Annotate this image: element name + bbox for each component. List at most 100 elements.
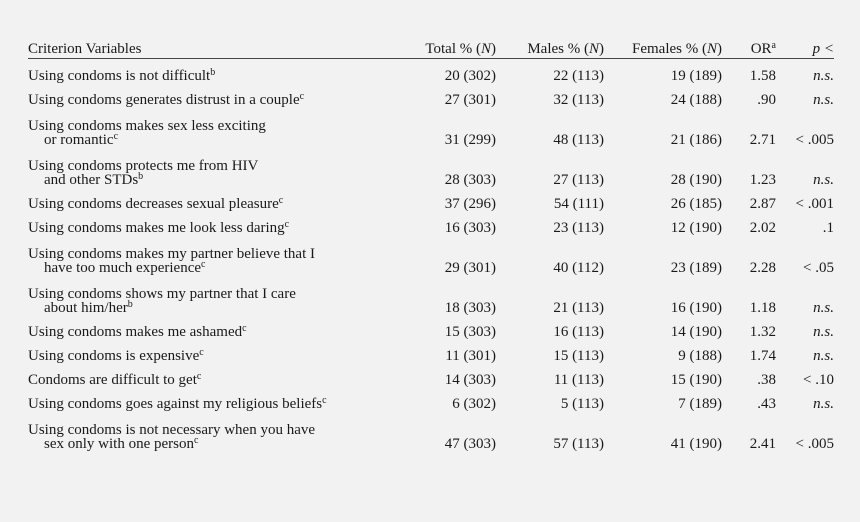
- females-cell: 9 (188): [678, 348, 722, 364]
- total-cell: 27 (301): [444, 92, 496, 108]
- criterion-line-1: Using condoms is not difficultb: [28, 67, 216, 84]
- males-cell: 21 (113): [553, 300, 604, 316]
- males-cell: 32 (113): [553, 92, 604, 108]
- or-cell: .38: [757, 372, 776, 388]
- females-cell: 7 (189): [678, 396, 722, 412]
- p-cell: n.s.: [813, 324, 834, 340]
- criterion-cell: Using condoms generates distrust in a co…: [28, 83, 406, 108]
- p-cell: n.s.: [813, 396, 834, 412]
- total-cell: 28 (303): [444, 172, 496, 188]
- header-females: Females % (N): [604, 38, 722, 59]
- criterion-line-2: and other STDsb: [44, 171, 144, 188]
- or-cell: .43: [757, 396, 776, 412]
- females-cell: 21 (186): [670, 132, 722, 148]
- criterion-line-1: Using condoms protects me from HIV: [28, 158, 259, 174]
- footnote-marker: b: [138, 171, 144, 182]
- total-cell: 37 (296): [444, 196, 496, 212]
- table-row: Using condoms is not necessary when you …: [28, 411, 834, 452]
- females-cell: 16 (190): [670, 300, 722, 316]
- or-cell: 1.18: [749, 300, 776, 316]
- header-criterion: Criterion Variables: [28, 38, 406, 59]
- males-cell: 22 (113): [553, 68, 604, 84]
- criterion-cell: Using condoms makes me look less daringc: [28, 211, 406, 236]
- females-cell: 23 (189): [670, 260, 722, 276]
- header-or: ORa: [722, 38, 776, 59]
- males-cell: 16 (113): [553, 324, 604, 340]
- females-cell: 12 (190): [670, 220, 722, 236]
- females-cell: 19 (189): [670, 68, 722, 84]
- p-cell: < .05: [803, 260, 834, 276]
- footnote-marker: c: [113, 131, 119, 142]
- criterion-line-2: sex only with one personc: [44, 435, 199, 452]
- females-cell: 14 (190): [670, 324, 722, 340]
- males-cell: 57 (113): [553, 436, 604, 452]
- total-cell: 20 (302): [444, 68, 496, 84]
- total-cell: 18 (303): [444, 300, 496, 316]
- total-cell: 15 (303): [444, 324, 496, 340]
- females-cell: 24 (188): [670, 92, 722, 108]
- total-cell: 31 (299): [444, 132, 496, 148]
- or-cell: 1.74: [749, 348, 776, 364]
- table-row: Using condoms makes me look less daringc…: [28, 211, 834, 236]
- p-cell: .1: [822, 220, 834, 236]
- p-cell: n.s.: [813, 68, 834, 84]
- criterion-line-1: Using condoms goes against my religious …: [28, 395, 327, 412]
- criterion-line-1: Using condoms is not necessary when you …: [28, 422, 316, 438]
- criterion-line-1: Using condoms generates distrust in a co…: [28, 91, 305, 108]
- males-cell: 48 (113): [553, 132, 604, 148]
- criterion-cell: Using condoms shows my partner that I ca…: [28, 275, 406, 316]
- females-cell: 15 (190): [670, 372, 722, 388]
- or-cell: 2.87: [749, 196, 776, 212]
- p-cell: n.s.: [813, 172, 834, 188]
- or-cell: 2.41: [749, 436, 776, 452]
- footnote-marker: c: [299, 91, 305, 102]
- p-cell: < .10: [803, 372, 834, 388]
- p-cell: n.s.: [813, 348, 834, 364]
- males-cell: 23 (113): [553, 220, 604, 236]
- footnote-marker: b: [127, 299, 133, 310]
- criterion-cell: Using condoms is expensivec: [28, 339, 406, 364]
- p-cell: < .001: [795, 196, 834, 212]
- header-p: p <: [776, 38, 834, 59]
- table-row: Using condoms is not difficultb 20 (302) 2…: [28, 59, 834, 84]
- header-row: Criterion Variables Total % (N) Males % …: [28, 38, 834, 59]
- criterion-table: Criterion Variables Total % (N) Males % …: [28, 38, 834, 452]
- p-cell: n.s.: [813, 92, 834, 108]
- males-cell: 27 (113): [553, 172, 604, 188]
- criterion-line-1: Using condoms makes my partner believe t…: [28, 246, 316, 262]
- p-cell: n.s.: [813, 300, 834, 316]
- criterion-line-1: Using condoms shows my partner that I ca…: [28, 286, 296, 302]
- criterion-line-1: Condoms are difficult to getc: [28, 371, 202, 388]
- table-row: Using condoms generates distrust in a co…: [28, 83, 834, 108]
- or-cell: 2.28: [749, 260, 776, 276]
- or-cell: 1.23: [749, 172, 776, 188]
- females-cell: 26 (185): [670, 196, 722, 212]
- total-cell: 16 (303): [444, 220, 496, 236]
- table-row: Using condoms protects me from HIV and ot…: [28, 147, 834, 188]
- footnote-marker: c: [242, 323, 247, 334]
- table-row: Using condoms shows my partner that I ca…: [28, 275, 834, 316]
- or-cell: 2.02: [749, 220, 776, 236]
- criterion-cell: Using condoms is not difficultb: [28, 59, 406, 84]
- footnote-marker: c: [199, 347, 204, 358]
- footnote-marker: b: [210, 67, 216, 78]
- criterion-line-1: Using condoms is expensivec: [28, 347, 204, 364]
- criterion-cell: Using condoms makes sex less exciting or …: [28, 107, 406, 148]
- footnote-marker: c: [284, 219, 290, 230]
- criterion-line-1: Using condoms makes sex less exciting: [28, 118, 266, 134]
- criterion-cell: Using condoms makes me ashamedc: [28, 315, 406, 340]
- criterion-line-2: or romanticc: [44, 131, 119, 148]
- criterion-cell: Condoms are difficult to getc: [28, 363, 406, 388]
- criterion-cell: Using condoms decreases sexual pleasurec: [28, 187, 406, 212]
- table-row: Using condoms makes me ashamedc 15 (303) 1…: [28, 315, 834, 340]
- table-row: Using condoms decreases sexual pleasurec…: [28, 187, 834, 212]
- total-cell: 47 (303): [444, 436, 496, 452]
- or-cell: 2.71: [749, 132, 776, 148]
- footnote-marker: c: [193, 435, 199, 446]
- total-cell: 6 (302): [452, 396, 496, 412]
- males-cell: 40 (112): [553, 260, 604, 276]
- females-cell: 41 (190): [670, 436, 722, 452]
- table-row: Using condoms is expensivec 11 (301) 15 (1…: [28, 339, 834, 364]
- header-males: Males % (N): [496, 38, 604, 59]
